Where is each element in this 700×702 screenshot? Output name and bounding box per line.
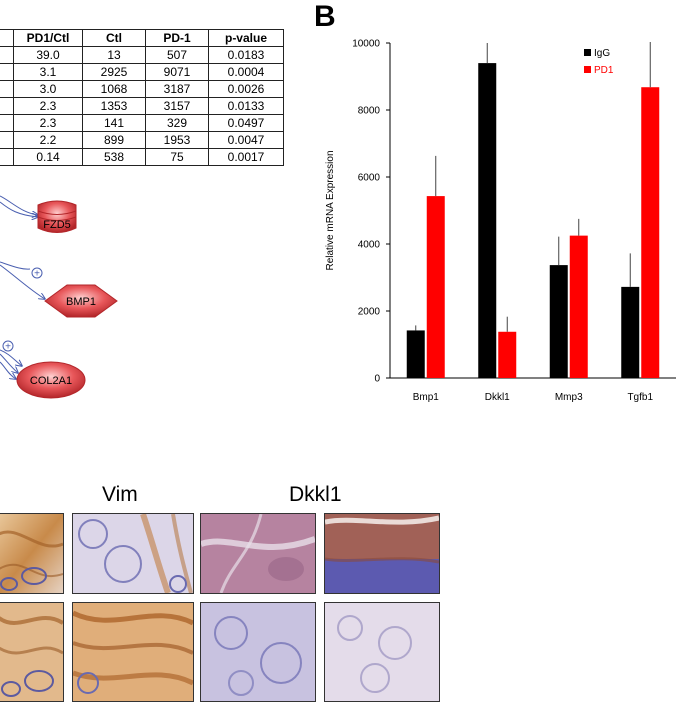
table-header-row: PD1/Ctl Ctl PD-1 p-value bbox=[0, 29, 284, 47]
table-row: 3.0 1068 3187 0.0026 bbox=[0, 80, 284, 98]
table-row: 3.1 2925 9071 0.0004 bbox=[0, 63, 284, 81]
bmp1-node: BMP1 bbox=[44, 284, 118, 318]
y-tick-label: 10000 bbox=[352, 39, 380, 50]
fzd5-label: FZD5 bbox=[43, 219, 71, 231]
table-row: 0.14 538 75 0.0017 bbox=[0, 148, 284, 166]
x-tick-label: Tgfb1 bbox=[627, 392, 653, 403]
col2a1-label: COL2A1 bbox=[30, 375, 72, 387]
y-tick-label: 6000 bbox=[358, 173, 381, 184]
plus-icon: + bbox=[2, 340, 14, 353]
y-tick-label: 2000 bbox=[358, 307, 381, 318]
dkkl1-title: Dkkl1 bbox=[289, 483, 342, 506]
vim-micrograph bbox=[0, 513, 64, 594]
col2a1-node: COL2A1 bbox=[16, 361, 86, 399]
bar-pd1 bbox=[426, 196, 445, 378]
table-cell: 75 bbox=[145, 148, 209, 166]
network-diagram: + + FZD5 BMP1 COL2A1 bbox=[0, 195, 118, 399]
table-cell: 1953 bbox=[145, 131, 209, 149]
vim-micrograph bbox=[72, 513, 194, 594]
panel-b-label: B bbox=[314, 0, 336, 33]
plus-icon: + bbox=[31, 267, 43, 280]
svg-text:+: + bbox=[34, 269, 40, 280]
bmp1-label: BMP1 bbox=[66, 296, 96, 308]
svg-text:+: + bbox=[5, 342, 11, 353]
bar-igg bbox=[478, 63, 497, 378]
table-cell: 538 bbox=[82, 148, 146, 166]
bar-igg bbox=[621, 286, 640, 378]
table-cell: 2.3 bbox=[13, 97, 83, 115]
bar-pd1 bbox=[498, 331, 517, 378]
table-cell: 1068 bbox=[82, 80, 146, 98]
table-row: 2.3 1353 3157 0.0133 bbox=[0, 97, 284, 115]
vim-title: Vim bbox=[102, 483, 138, 506]
table-header-pd1: PD-1 bbox=[145, 29, 209, 47]
dkkl1-micrograph bbox=[324, 602, 440, 702]
table-cell: 0.0017 bbox=[208, 148, 284, 166]
table-cell: 329 bbox=[145, 114, 209, 132]
table-cell: 1353 bbox=[82, 97, 146, 115]
table-cell: 0.0133 bbox=[208, 97, 284, 115]
table-cell: 0.14 bbox=[13, 148, 83, 166]
table-cell: 3.0 bbox=[13, 80, 83, 98]
table-cell: 0.0004 bbox=[208, 63, 284, 81]
dkkl1-micrograph bbox=[200, 513, 316, 594]
bar-pd1 bbox=[569, 235, 588, 378]
table-header-fold: PD1/Ctl bbox=[13, 29, 83, 47]
y-tick-label: 8000 bbox=[358, 106, 381, 117]
bar-igg bbox=[406, 330, 425, 378]
bar-igg bbox=[549, 265, 568, 378]
bar-pd1 bbox=[641, 87, 660, 378]
table-header-ctl: Ctl bbox=[82, 29, 146, 47]
y-tick-label: 4000 bbox=[358, 240, 381, 251]
bar-chart: 0 2000 4000 6000 8000 10000 Relative mRNA Expr… bbox=[325, 39, 676, 403]
legend-label-pd1: PD1 bbox=[594, 65, 614, 76]
y-axis-label: Relative mRNA Expression bbox=[325, 150, 336, 270]
dkkl1-micrograph bbox=[200, 602, 316, 702]
y-tick-label: 0 bbox=[374, 374, 380, 385]
table-cell: 3187 bbox=[145, 80, 209, 98]
dkkl1-micrograph bbox=[324, 513, 440, 594]
expression-table: PD1/Ctl Ctl PD-1 p-value 39.0 13 507 0.0183… bbox=[0, 29, 284, 166]
fzd5-node: FZD5 bbox=[37, 200, 77, 233]
x-tick-label: Mmp3 bbox=[555, 392, 583, 403]
table-cell: 507 bbox=[145, 46, 209, 64]
vim-micrograph bbox=[0, 602, 64, 702]
table-header-pvalue: p-value bbox=[208, 29, 284, 47]
legend-label-igg: IgG bbox=[594, 48, 610, 59]
table-cell: 899 bbox=[82, 131, 146, 149]
table-cell: 0.0183 bbox=[208, 46, 284, 64]
legend-swatch-igg bbox=[584, 49, 591, 56]
table-row: 2.2 899 1953 0.0047 bbox=[0, 131, 284, 149]
legend-swatch-pd1 bbox=[584, 66, 591, 73]
network-edges bbox=[0, 195, 45, 379]
x-tick-label: Dkkl1 bbox=[485, 392, 510, 403]
vim-micrograph bbox=[72, 602, 194, 702]
table-cell: 2.2 bbox=[13, 131, 83, 149]
x-tick-label: Bmp1 bbox=[413, 392, 440, 403]
